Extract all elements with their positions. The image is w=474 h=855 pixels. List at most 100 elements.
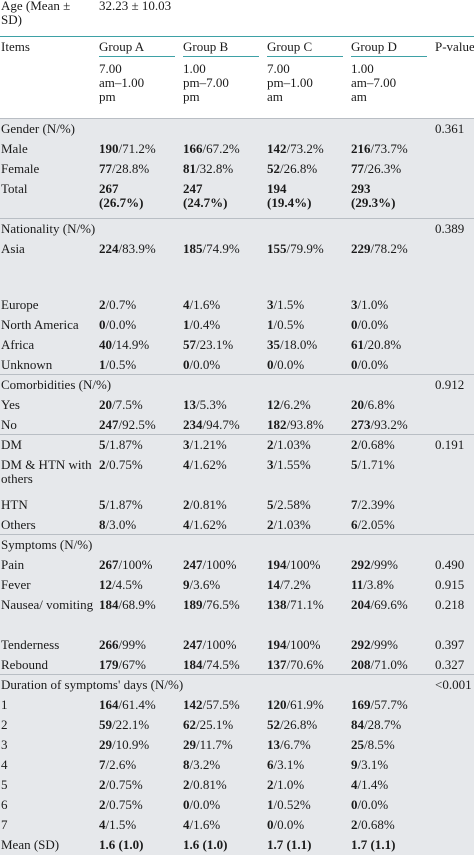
table-cell: 77/28.8%	[98, 158, 182, 179]
percent-value: /100%	[286, 556, 321, 572]
percent-value: /0.0%	[357, 316, 389, 332]
count-value: 77	[99, 160, 112, 176]
count-value: 4	[183, 816, 190, 832]
table-cell: 9/3.1%	[350, 754, 434, 775]
count-value: 13	[183, 396, 196, 412]
count-value: 184	[183, 656, 203, 672]
count-value: 0	[267, 356, 274, 372]
section-header-row: Symptoms (N/%)	[0, 534, 474, 555]
row-label: Female	[0, 158, 98, 179]
table-cell: 81/32.8%	[182, 158, 266, 179]
percent-value: /69.6%	[370, 596, 408, 612]
p-value: 0.327	[434, 654, 474, 675]
percent-value: /2.6%	[105, 756, 137, 772]
table-cell: 29/11.7%	[182, 734, 266, 755]
table-row: Female 77/28.8% 81/32.8% 52/26.8% 77/26.3%	[0, 158, 474, 179]
percent-value: /83.9%	[118, 240, 156, 256]
percent-value: /74.5%	[202, 656, 240, 672]
count-value: 1	[267, 796, 274, 812]
table-cell: 13/5.3%	[182, 394, 266, 415]
table-cell: 6/3.1%	[266, 754, 350, 775]
count-value: 120	[267, 696, 287, 712]
table-cell: 2/0.68%	[350, 434, 434, 455]
age-value: 32.23 ± 10.03	[98, 0, 474, 37]
percent-value: /79.9%	[286, 240, 324, 256]
table-cell: 234/94.7%	[182, 414, 266, 435]
count-value: 4	[99, 816, 106, 832]
group-a-header: Group A	[98, 37, 182, 61]
count-value: 77	[351, 160, 364, 176]
age-label-line2: SD)	[1, 12, 22, 27]
percent-value: /7.5%	[112, 396, 143, 412]
time-window-d: 1.00 am–7.00 am	[351, 61, 397, 104]
count-value: 182	[267, 416, 287, 432]
percent-value: /0.7%	[105, 296, 137, 312]
section-label: Nationality (N/%)	[0, 218, 434, 239]
percent-value: /57.7%	[370, 696, 408, 712]
percent-value: /25.1%	[196, 716, 234, 732]
table-cell: 2/1.03%	[266, 434, 350, 455]
percent-value: /71.2%	[118, 140, 156, 156]
percent-value: /3.0%	[105, 516, 137, 532]
percent-value: /28.7%	[364, 716, 402, 732]
percent-value: /99%	[118, 636, 146, 652]
p-value: <0.001	[434, 674, 474, 695]
table-row: 6 2/0.75% 0/0.0% 1/0.52% 0/0.0%	[0, 794, 474, 815]
count-value: 14	[267, 576, 280, 592]
table-cell: 4/1.62%	[182, 514, 266, 535]
row-label: Others	[0, 514, 98, 535]
p-value: 0.361	[434, 118, 474, 139]
table-cell: 292/99%	[350, 634, 434, 655]
count-value: 0	[183, 356, 190, 372]
p-value	[434, 734, 474, 755]
p-value	[434, 294, 474, 315]
table-cell: 9/3.6%	[182, 574, 266, 595]
row-label: Male	[0, 138, 98, 159]
percent-value: /0.0%	[273, 816, 305, 832]
percent-value: /70.6%	[286, 656, 324, 672]
count-value: 40	[99, 336, 112, 352]
table-cell: 4/1.6%	[182, 294, 266, 315]
percent-value: /6.8%	[364, 396, 395, 412]
percent-value: /23.1%	[196, 336, 234, 352]
table-cell: 184/68.9%	[98, 594, 182, 635]
row-label: HTN	[0, 494, 98, 515]
percent-value: /26.8%	[280, 716, 318, 732]
percent-value: /1.71%	[357, 456, 395, 472]
p-value	[434, 494, 474, 515]
count-value: 4	[183, 296, 190, 312]
row-label: Tenderness	[0, 634, 98, 655]
row-label: Unknown	[0, 354, 98, 375]
count-value: 185	[183, 240, 203, 256]
count-value: 0	[351, 316, 358, 332]
row-label: DM & HTN with others	[0, 454, 98, 495]
count-value: 142	[267, 140, 287, 156]
group-b-header: Group B	[182, 37, 266, 61]
table-cell: 1/0.52%	[266, 794, 350, 815]
p-value	[434, 414, 474, 435]
count-value: 62	[183, 716, 196, 732]
table-cell: 247 (24.7%)	[182, 178, 266, 219]
count-value: 179	[99, 656, 119, 672]
table-cell: 4/1.5%	[98, 814, 182, 835]
table-row: DM & HTN with others 2/0.75% 4/1.62% 3/1.55…	[0, 454, 474, 495]
table-cell: 0/0.0%	[182, 794, 266, 815]
percent-value: /0.0%	[273, 356, 305, 372]
table-row: Europe 2/0.7% 4/1.6% 3/1.5% 3/1.0%	[0, 294, 474, 315]
percent-value: (19.4%)	[267, 194, 312, 210]
count-value: 247	[99, 416, 119, 432]
percent-value: /10.9%	[112, 736, 150, 752]
p-value	[434, 794, 474, 815]
count-value: 1.7	[351, 836, 368, 852]
percent-value: /2.39%	[357, 496, 395, 512]
percent-value: /1.5%	[105, 816, 137, 832]
table-cell: 138/71.1%	[266, 594, 350, 635]
count-value: 142	[183, 696, 203, 712]
count-value: 35	[267, 336, 280, 352]
count-value: 3	[267, 456, 274, 472]
table-cell: 25/8.5%	[350, 734, 434, 755]
percent-value: /0.75%	[105, 776, 143, 792]
p-value	[434, 814, 474, 835]
percent-value: /6.7%	[280, 736, 311, 752]
